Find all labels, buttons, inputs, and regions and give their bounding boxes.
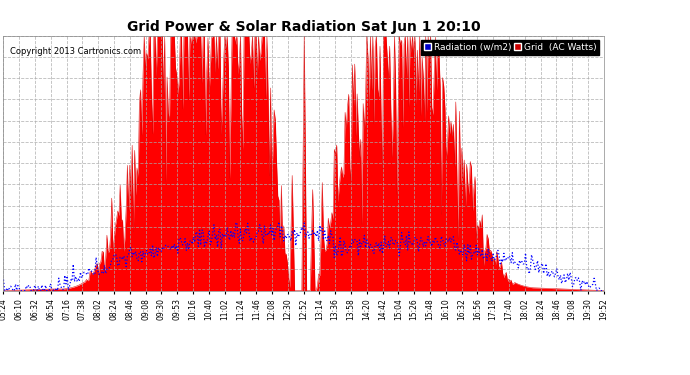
Title: Grid Power & Solar Radiation Sat Jun 1 20:10: Grid Power & Solar Radiation Sat Jun 1 2… <box>127 21 480 34</box>
Legend: Radiation (w/m2), Grid  (AC Watts): Radiation (w/m2), Grid (AC Watts) <box>421 40 599 54</box>
Text: Copyright 2013 Cartronics.com: Copyright 2013 Cartronics.com <box>10 47 141 56</box>
